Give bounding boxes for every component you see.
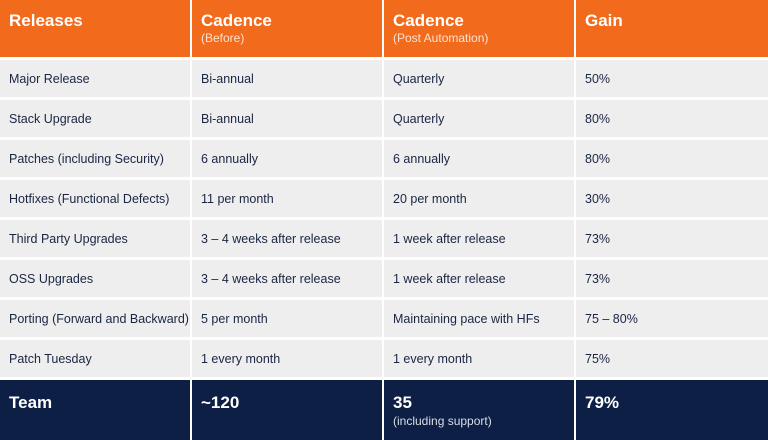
cell-release-name: OSS Upgrades <box>0 260 190 297</box>
header-releases: Releases <box>0 0 190 57</box>
cell-cadence-after: Quarterly <box>384 100 574 137</box>
cell-gain: 73% <box>576 260 768 297</box>
cell-gain: 30% <box>576 180 768 217</box>
cell-release-name: Patches (including Security) <box>0 140 190 177</box>
header-subtitle: (Post Automation) <box>393 31 489 45</box>
header-cadence-after: Cadence (Post Automation) <box>384 0 574 57</box>
cell-cadence-before: 5 per month <box>192 300 382 337</box>
cell-cadence-before: 1 every month <box>192 340 382 377</box>
cell-cadence-after: 1 week after release <box>384 220 574 257</box>
footer-team-before: ~120 <box>192 380 382 440</box>
cell-gain: 75% <box>576 340 768 377</box>
cell-release-name: Stack Upgrade <box>0 100 190 137</box>
header-title: Gain <box>585 11 623 30</box>
cell-cadence-before: Bi-annual <box>192 100 382 137</box>
cell-release-name: Hotfixes (Functional Defects) <box>0 180 190 217</box>
cell-cadence-after: 1 week after release <box>384 260 574 297</box>
cell-cadence-before: 11 per month <box>192 180 382 217</box>
footer-title: 79% <box>585 393 620 412</box>
footer-subtitle: (including support) <box>393 414 492 428</box>
cell-cadence-before: Bi-annual <box>192 60 382 97</box>
cell-release-name: Major Release <box>0 60 190 97</box>
cell-cadence-before: 6 annually <box>192 140 382 177</box>
cell-gain: 80% <box>576 100 768 137</box>
footer-title: ~120 <box>201 393 240 412</box>
header-subtitle: (Before) <box>201 31 245 45</box>
cell-cadence-after: 1 every month <box>384 340 574 377</box>
header-gain: Gain <box>576 0 768 57</box>
cell-release-name: Third Party Upgrades <box>0 220 190 257</box>
cell-gain: 75 – 80% <box>576 300 768 337</box>
footer-title: Team <box>9 393 53 412</box>
cell-cadence-before: 3 – 4 weeks after release <box>192 220 382 257</box>
header-title: Releases <box>9 11 83 30</box>
header-title: Cadence <box>201 11 272 30</box>
footer-title: 35 <box>393 393 412 412</box>
cell-cadence-after: Quarterly <box>384 60 574 97</box>
cell-release-name: Porting (Forward and Backward) <box>0 300 190 337</box>
header-cadence-before: Cadence (Before) <box>192 0 382 57</box>
footer-team-after: 35 (including support) <box>384 380 574 440</box>
cell-cadence-after: Maintaining pace with HFs <box>384 300 574 337</box>
header-title: Cadence <box>393 11 464 30</box>
cell-cadence-before: 3 – 4 weeks after release <box>192 260 382 297</box>
cell-gain: 80% <box>576 140 768 177</box>
footer-team: Team <box>0 380 190 440</box>
cell-gain: 50% <box>576 60 768 97</box>
cell-gain: 73% <box>576 220 768 257</box>
cell-cadence-after: 6 annually <box>384 140 574 177</box>
cell-cadence-after: 20 per month <box>384 180 574 217</box>
footer-gain: 79% <box>576 380 768 440</box>
cell-release-name: Patch Tuesday <box>0 340 190 377</box>
